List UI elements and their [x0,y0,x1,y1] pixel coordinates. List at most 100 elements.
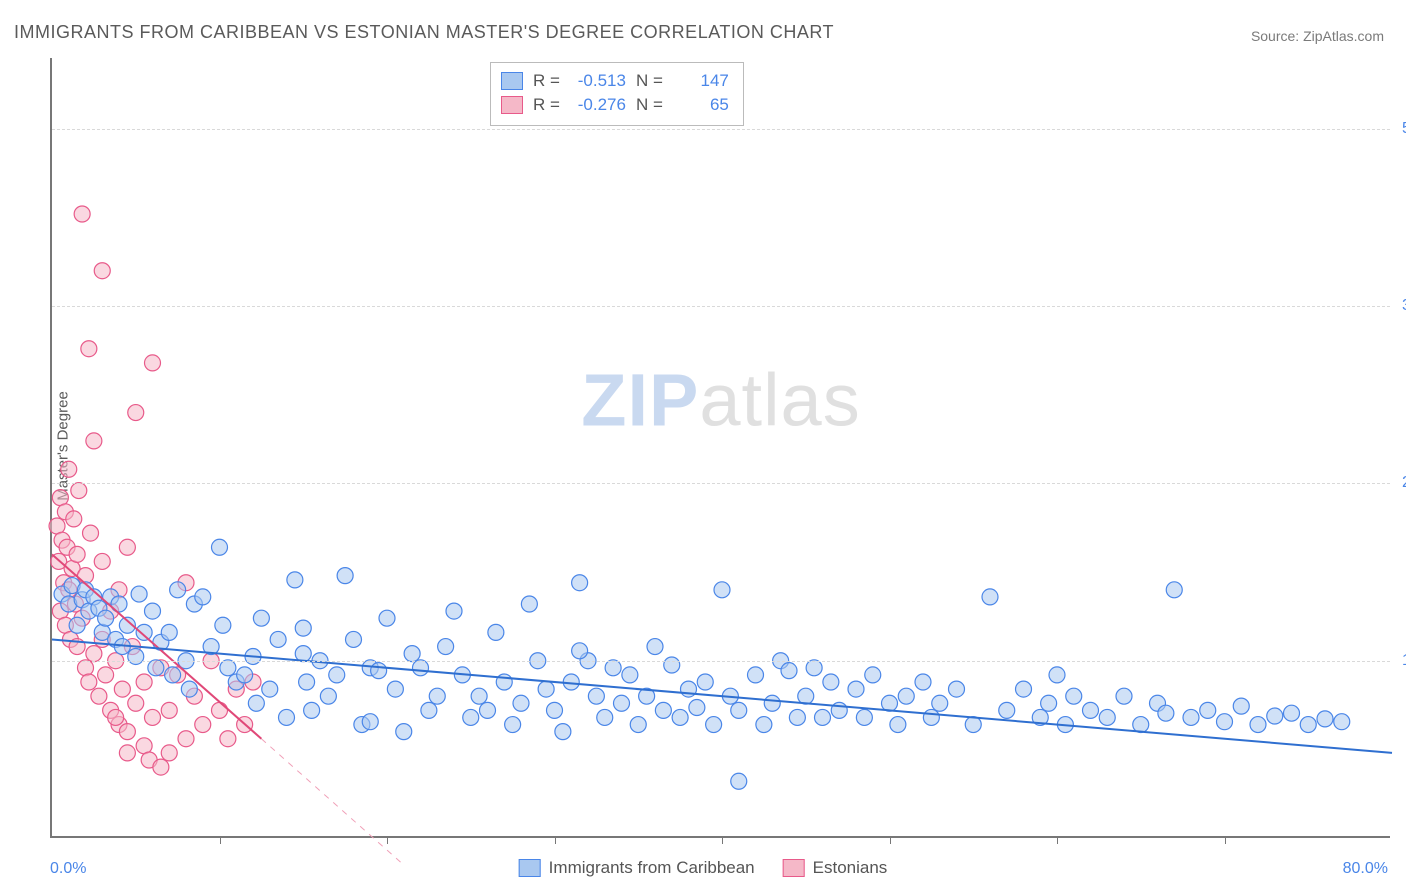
data-point [789,709,805,725]
data-point [614,695,630,711]
data-point [1083,702,1099,718]
chart-svg [52,58,1390,836]
data-point [71,483,87,499]
data-point [798,688,814,704]
data-point [1233,698,1249,714]
data-point [337,568,353,584]
data-point [145,709,161,725]
data-point [74,206,90,222]
data-point [237,667,253,683]
data-point [664,657,680,673]
gridline [52,129,1390,130]
data-point [253,610,269,626]
data-point [965,717,981,733]
data-point [81,674,97,690]
plot-area: ZIPatlas 12.5%25.0%37.5%50.0% [50,58,1390,838]
legend-label: Estonians [813,858,888,878]
data-point [94,553,110,569]
data-point [513,695,529,711]
data-point [672,709,688,725]
data-point [622,667,638,683]
data-point [279,709,295,725]
data-point [69,546,85,562]
data-point [999,702,1015,718]
data-point [547,702,563,718]
stat-r-label: R = [533,95,560,115]
data-point [262,681,278,697]
data-point [1284,705,1300,721]
data-point [438,639,454,655]
y-tick-label: 50.0% [1394,120,1406,138]
data-point [1267,708,1283,724]
data-point [94,263,110,279]
data-point [781,663,797,679]
x-tick [890,836,891,844]
data-point [597,709,613,725]
x-tick [1057,836,1058,844]
data-point [165,667,181,683]
stat-r-label: R = [533,71,560,91]
data-point [890,717,906,733]
data-point [52,490,68,506]
stat-n-label: N = [636,71,663,91]
data-point [61,461,77,477]
data-point [898,688,914,704]
data-point [1217,714,1233,730]
source-attribution: Source: ZipAtlas.com [1251,28,1384,44]
data-point [136,738,152,754]
data-point [756,717,772,733]
y-tick-label: 37.5% [1394,297,1406,315]
data-point [764,695,780,711]
data-point [161,745,177,761]
data-point [731,773,747,789]
data-point [823,674,839,690]
data-point [1334,714,1350,730]
stat-n-value: 65 [673,95,729,115]
data-point [396,724,412,740]
data-point [480,702,496,718]
x-tick [1225,836,1226,844]
data-point [429,688,445,704]
y-tick-label: 25.0% [1394,474,1406,492]
data-point [346,631,362,647]
data-point [295,620,311,636]
data-point [404,646,420,662]
data-point [128,648,144,664]
data-point [1099,709,1115,725]
data-point [145,603,161,619]
stat-n-label: N = [636,95,663,115]
legend-swatch-estonians [783,859,805,877]
data-point [69,617,85,633]
data-point [630,717,646,733]
data-point [212,539,228,555]
data-point [1250,717,1266,733]
data-point [932,695,948,711]
data-point [1133,717,1149,733]
data-point [1049,667,1065,683]
data-point [1016,681,1032,697]
data-point [1158,705,1174,721]
data-point [153,759,169,775]
data-point [371,663,387,679]
data-point [697,674,713,690]
data-point [1041,695,1057,711]
data-point [1166,582,1182,598]
data-point [1066,688,1082,704]
x-axis-min-label: 0.0% [50,860,86,878]
data-point [647,639,663,655]
data-point [446,603,462,619]
legend-item: Immigrants from Caribbean [519,858,755,878]
data-point [815,709,831,725]
data-point [108,709,124,725]
data-point [119,724,135,740]
data-point [1300,717,1316,733]
stat-n-value: 147 [673,71,729,91]
data-point [856,709,872,725]
data-point [270,631,286,647]
data-point [521,596,537,612]
x-tick [555,836,556,844]
legend-label: Immigrants from Caribbean [549,858,755,878]
y-tick-label: 12.5% [1394,652,1406,670]
data-point [488,624,504,640]
data-point [131,586,147,602]
